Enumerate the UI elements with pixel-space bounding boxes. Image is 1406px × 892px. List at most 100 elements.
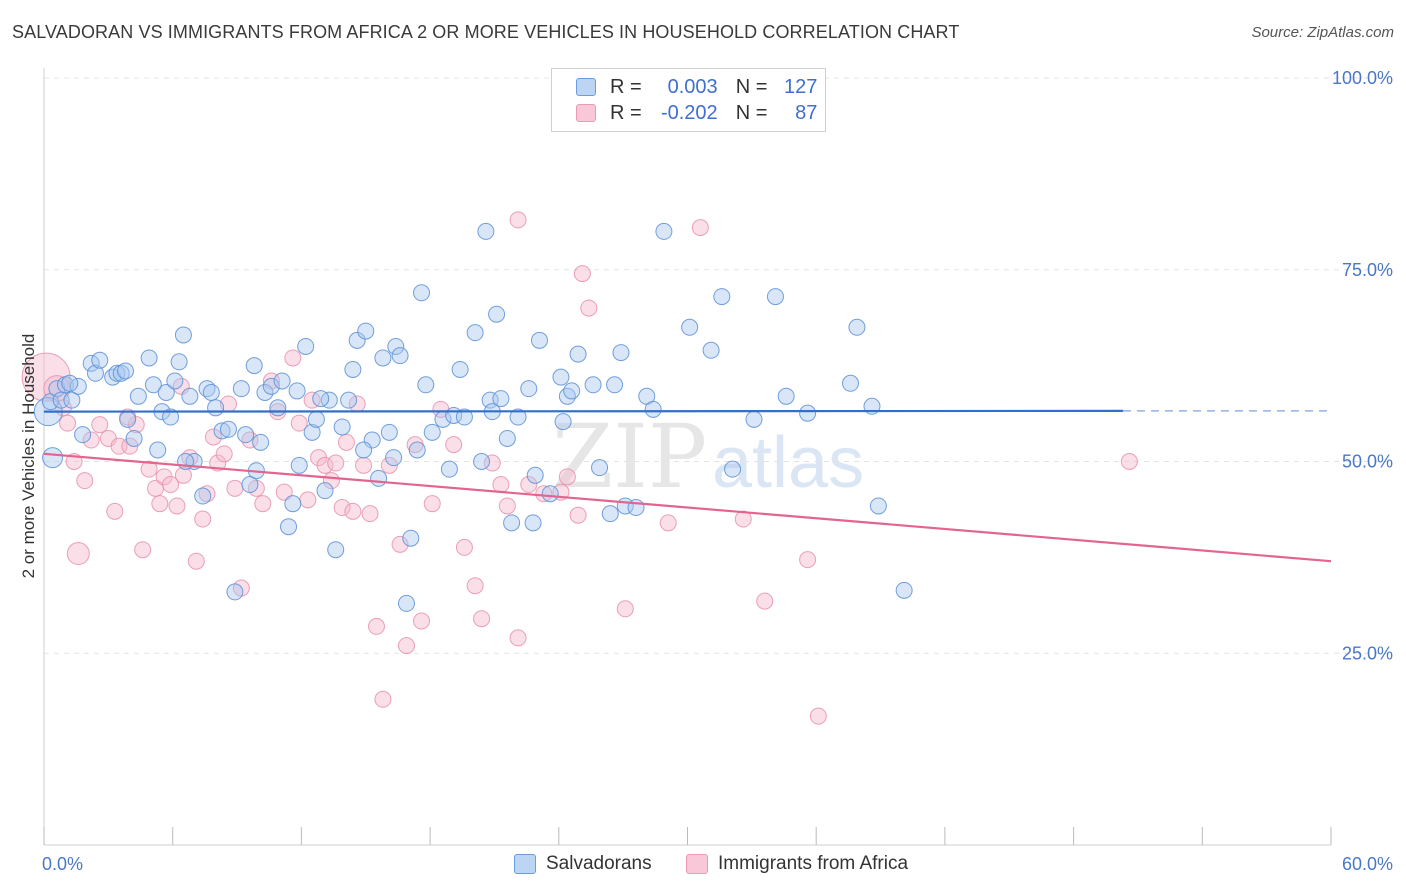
data-point (702, 341, 720, 359)
data-point (413, 284, 431, 302)
data-point (374, 349, 392, 367)
legend-swatch-salvadorans (576, 78, 596, 96)
data-point (344, 360, 362, 378)
series-africa-points (21, 211, 1138, 725)
data-point (799, 404, 817, 422)
data-point (756, 592, 774, 610)
data-point (86, 364, 104, 382)
data-point (181, 387, 199, 405)
y-axis-title: 2 or more Vehicles in Household (19, 333, 38, 579)
data-point (284, 349, 302, 367)
data-point (129, 387, 147, 405)
data-point (232, 380, 250, 398)
data-point (380, 423, 398, 441)
data-point (275, 483, 293, 501)
data-point (601, 505, 619, 523)
data-point (348, 331, 366, 349)
trend-line-africa (43, 452, 1332, 563)
x-tick-label: 60.0% (1342, 854, 1393, 874)
data-point (530, 331, 548, 349)
data-point (151, 495, 169, 513)
legend-n-value: 127 (784, 75, 818, 98)
data-point (391, 535, 409, 553)
data-point (440, 460, 458, 478)
data-point (284, 495, 302, 513)
data-point (451, 360, 469, 378)
data-point (226, 479, 244, 497)
data-point (374, 690, 392, 708)
data-point (162, 408, 180, 426)
data-point (273, 372, 291, 390)
data-point (848, 318, 866, 336)
correlation-legend: R = 0.003 N = 127 R = -0.202 N = 87 (551, 68, 826, 132)
data-point (237, 426, 255, 444)
x-tick-label: 0.0% (42, 854, 83, 874)
y-tick-label: 25.0% (1342, 643, 1393, 663)
data-point (316, 482, 334, 500)
trend-lines (43, 409, 1332, 563)
data-point (799, 551, 817, 569)
data-point (734, 510, 752, 528)
data-point (194, 510, 212, 528)
data-point (655, 222, 673, 240)
data-point (509, 211, 527, 229)
data-point (498, 429, 516, 447)
data-point (91, 416, 109, 434)
data-point (520, 476, 538, 494)
legend-r-value: 0.003 (667, 75, 718, 98)
y-tick-label: 75.0% (1342, 260, 1393, 280)
bottom-legend-label: Salvadorans (546, 853, 652, 874)
data-point (290, 456, 308, 474)
data-point (616, 600, 634, 618)
data-point (423, 495, 441, 513)
watermark: ZIP atlas (552, 405, 864, 508)
data-point (327, 454, 345, 472)
data-point (584, 376, 602, 394)
data-point (591, 459, 609, 477)
data-point (316, 456, 334, 474)
tick-labels: 25.0% 50.0% 75.0% 100.0% 0.0% 60.0% (42, 68, 1393, 874)
bottom-legend-africa: Immigrants from Africa (686, 852, 908, 876)
data-point (644, 400, 662, 418)
trend-line-salvadorans (43, 409, 1123, 413)
data-point (724, 460, 742, 478)
data-point (121, 437, 139, 455)
y-tick-label: 50.0% (1342, 452, 1393, 472)
data-point (498, 497, 516, 515)
data-point (269, 399, 287, 417)
data-point (168, 497, 186, 515)
data-point (219, 420, 237, 438)
data-point (691, 219, 709, 237)
data-point (455, 538, 473, 556)
data-point (569, 506, 587, 524)
data-point (777, 387, 795, 405)
data-point (204, 428, 222, 446)
data-point (385, 449, 403, 467)
data-point (413, 612, 431, 630)
data-point (134, 541, 152, 559)
legend-row-africa: R = -0.202 N = 87 (576, 101, 817, 125)
data-point (252, 433, 270, 451)
data-point (563, 382, 581, 400)
data-point (63, 391, 81, 409)
data-point (59, 414, 77, 432)
data-point (477, 222, 495, 240)
data-point (299, 491, 317, 509)
data-point (307, 410, 325, 428)
data-point (606, 376, 624, 394)
data-point (387, 337, 405, 355)
data-point (290, 414, 308, 432)
data-point (445, 436, 463, 454)
data-point (483, 454, 501, 472)
legend-r-value: -0.202 (660, 101, 718, 124)
data-point (895, 581, 913, 599)
data-point (535, 485, 553, 503)
data-point (125, 429, 143, 447)
data-point (466, 324, 484, 342)
data-point (423, 423, 441, 441)
data-point (492, 390, 510, 408)
data-point (509, 629, 527, 647)
data-point (157, 383, 175, 401)
